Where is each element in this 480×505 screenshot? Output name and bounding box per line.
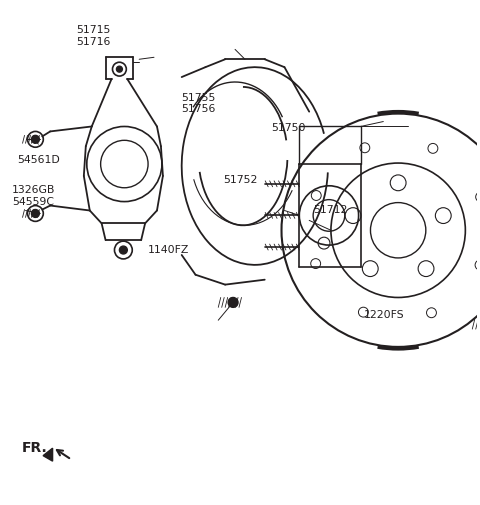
Text: 1326GB
54559C: 1326GB 54559C [12, 185, 56, 207]
Text: 51712: 51712 [313, 205, 348, 215]
Circle shape [228, 297, 238, 308]
Polygon shape [43, 448, 53, 461]
Circle shape [32, 210, 39, 218]
Text: 51715
51716: 51715 51716 [76, 25, 111, 47]
Text: FR.: FR. [22, 441, 48, 454]
Text: 54561D: 54561D [17, 155, 60, 165]
Text: 51750: 51750 [271, 123, 305, 133]
Circle shape [32, 135, 39, 143]
Text: 1220FS: 1220FS [363, 310, 404, 320]
Circle shape [117, 66, 122, 72]
Text: 51752: 51752 [223, 175, 258, 185]
Circle shape [120, 246, 127, 254]
Text: 1140FZ: 1140FZ [147, 245, 189, 255]
Text: 51755
51756: 51755 51756 [180, 93, 215, 114]
